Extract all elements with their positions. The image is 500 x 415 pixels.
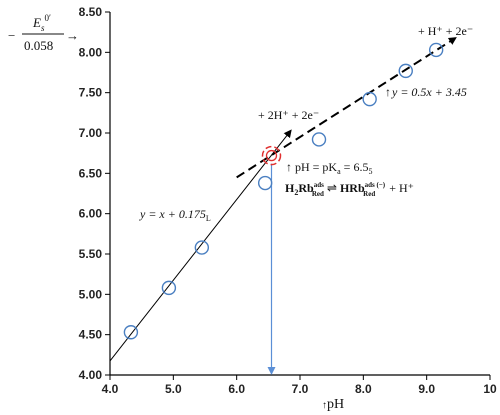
y-tick-label: 4.00 [79, 368, 103, 382]
y-tick-label: 7.00 [79, 126, 103, 140]
data-point [161, 280, 177, 296]
line2-arrow-label: + H⁺ + 2e⁻ [418, 24, 473, 38]
y-tick-label: 7.50 [79, 86, 103, 100]
reaction-right-sub: Red [363, 190, 375, 198]
intersection-marker-outer [261, 145, 282, 166]
data-point [257, 175, 273, 191]
reaction-arrow: ⇌ [327, 181, 337, 195]
fit-lines-layer [109, 37, 457, 375]
reaction-species: Rb [298, 181, 314, 195]
pka-tick: ↑ [286, 160, 295, 174]
reaction-sup: ads [314, 181, 324, 189]
y-tick-label: 5.00 [79, 287, 103, 301]
intersection-marker-inner [265, 149, 278, 162]
x-axis-label-tick: ↑ [322, 400, 327, 411]
x-axis-label-text: pH [327, 397, 344, 412]
data-point [194, 240, 210, 255]
reaction-right-sup: ads (−) [365, 181, 386, 189]
y-axis-label: − Es0′ 0.058 → [8, 13, 79, 53]
ylabel-numerator-sub: s [41, 23, 45, 33]
pka-label: ↑ pH = pKa = 6.55 [286, 160, 372, 176]
x-tick-label: 6.0 [228, 382, 245, 396]
line2-equation-tick: ↑ [385, 85, 391, 99]
ylabel-prefix: − [8, 28, 15, 43]
data-point [428, 42, 444, 58]
y-tick-label: 5.50 [79, 247, 103, 261]
reaction-left: H [285, 181, 295, 195]
pka-sub: a [337, 167, 341, 176]
x-axis-label: ↑pH [322, 397, 344, 412]
reaction-plus: + H⁺ [389, 181, 414, 195]
fit-line-1 [109, 129, 292, 362]
x-tick-label: 7.0 [292, 382, 309, 396]
line1-arrow-label: + 2H⁺ + 2e⁻ [258, 108, 319, 122]
ylabel-denominator: 0.058 [24, 38, 53, 53]
reaction-sub: Red [312, 190, 324, 198]
x-tick-label: 5.0 [165, 382, 182, 396]
line1-equation: y = x + 0.175L [139, 207, 211, 223]
data-point [123, 325, 139, 340]
ylabel-numerator-sup: 0′ [44, 13, 51, 23]
x-tick-label: 8.0 [355, 382, 372, 396]
y-tick-label: 4.50 [79, 328, 103, 342]
data-point [311, 132, 327, 147]
pka-text: pH = pK [295, 160, 337, 174]
line1-equation-sub: L [206, 214, 211, 223]
ticks-layer: 4.00 4.50 5.00 5.50 6.00 6.50 7.00 7.50 8.00 8.50… [79, 5, 497, 396]
x-tick-label: 4.0 [102, 382, 119, 396]
data-point [362, 91, 377, 107]
ylabel-numerator: Es0′ [32, 13, 51, 33]
y-tick-label: 8.50 [79, 5, 103, 19]
y-tick-label: 6.00 [79, 207, 103, 221]
x-tick-label: 9.0 [418, 382, 435, 396]
y-tick-label: 8.00 [79, 45, 103, 59]
data-point [398, 63, 413, 79]
fit-line-2 [236, 37, 457, 179]
points-layer [123, 42, 444, 340]
annotations: y = x + 0.175L ↑ y = 0.5x + 3.45 + 2H⁺ +… [139, 24, 473, 223]
reaction-right: HRb [340, 181, 365, 195]
x-tick-label: 10 [483, 382, 497, 396]
pka-value-sub: 5 [368, 167, 372, 176]
line2-equation: y = 0.5x + 3.45 [391, 85, 467, 99]
y-tick-label: 6.50 [79, 166, 103, 180]
reaction-equation: H2Rbads Red ⇌ HRbads (−) Red + H⁺ [285, 181, 414, 198]
reaction-left-sub: 2 [294, 188, 298, 197]
pka-value: = 6.5 [341, 160, 369, 174]
line1-equation-text: y = x + 0.175 [139, 207, 206, 221]
ylabel-arrow: → [66, 28, 79, 43]
ylabel-numerator-main: E [32, 15, 41, 30]
